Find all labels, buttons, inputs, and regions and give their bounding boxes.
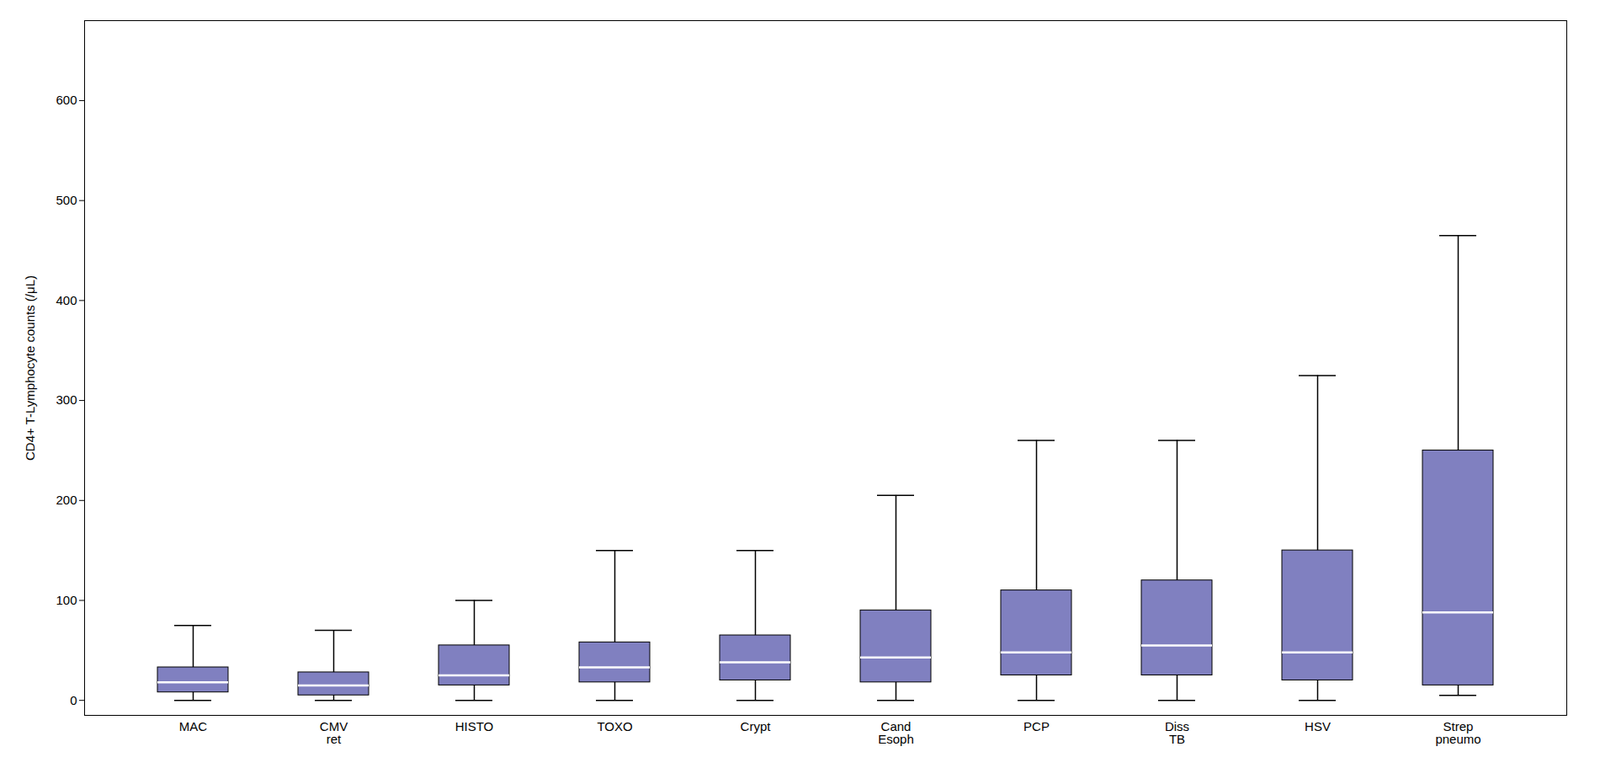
svg-text:CMVret: CMVret [319,718,348,746]
svg-text:HSV: HSV [1304,718,1331,734]
svg-text:PCP: PCP [1023,718,1050,734]
svg-text:0: 0 [69,691,77,707]
svg-text:500: 500 [55,192,77,208]
svg-text:600: 600 [55,92,77,107]
svg-text:MAC: MAC [179,718,208,734]
svg-text:TOXO: TOXO [596,718,633,734]
svg-text:HISTO: HISTO [455,718,495,734]
svg-text:Crypt: Crypt [740,718,772,734]
svg-text:400: 400 [55,292,77,308]
svg-text:DissTB: DissTB [1164,718,1190,746]
svg-text:CandEsoph: CandEsoph [877,718,915,746]
svg-text:CD4+ T-Lymphocyte counts (/μL): CD4+ T-Lymphocyte counts (/μL) [22,275,38,461]
svg-text:200: 200 [55,492,77,507]
svg-text:300: 300 [55,392,77,407]
svg-text:100: 100 [55,592,77,607]
svg-text:Streppneumo: Streppneumo [1435,718,1481,746]
